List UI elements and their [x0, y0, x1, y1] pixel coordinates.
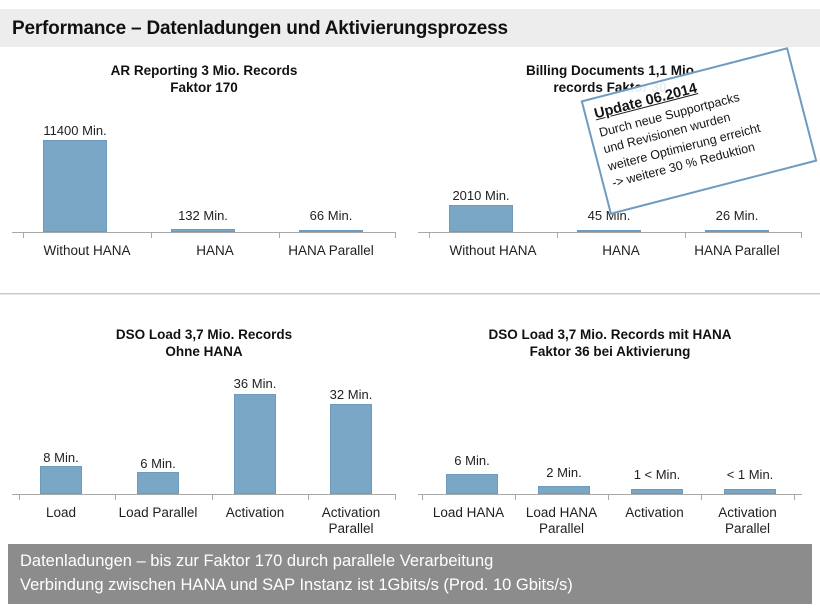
category-label-load: Load [17, 505, 105, 521]
axis-tick [422, 494, 423, 500]
bar-hana-parallel[interactable] [299, 230, 363, 232]
category-label-line: Activation [225, 505, 285, 520]
category-label-load-hana-parallel: Load HANA Parallel [515, 505, 608, 537]
axis-tick [701, 494, 702, 500]
category-label-load-hana: Load HANA [422, 505, 515, 521]
chart-dso-load-ohne-hana: DSO Load 3,7 Mio. Records Ohne HANA 8 Mi… [12, 322, 396, 537]
category-label-activation: Activation [608, 505, 701, 521]
bar-value-activation-parallel: 32 Min. [329, 387, 373, 402]
category-label-activation-parallel: Activation Parallel [701, 505, 794, 537]
category-label-activation: Activation [211, 505, 299, 521]
bar-value-load: 8 Min. [43, 450, 79, 465]
plot-area: 8 Min. 6 Min. 36 Min. 32 Min. [12, 366, 396, 494]
header-band [0, 9, 820, 47]
category-label-without-hana: Without HANA [449, 243, 537, 258]
bar-hana[interactable] [577, 230, 641, 232]
category-label-hana: HANA [196, 243, 234, 258]
category-label-hana-parallel: HANA Parallel [288, 243, 374, 258]
chart-title: DSO Load 3,7 Mio. Records Ohne HANA [12, 326, 396, 360]
axis-tick [308, 494, 309, 500]
footer-text-line-2: Verbindung zwischen HANA und SAP Instanz… [20, 576, 573, 594]
chart-ar-reporting: AR Reporting 3 Mio. Records Faktor 170 1… [12, 58, 396, 273]
bar-value-activation: 1 < Min. [633, 467, 681, 482]
axis-tick [557, 232, 558, 238]
chart-dso-load-mit-hana: DSO Load 3,7 Mio. Records mit HANA Fakto… [418, 322, 802, 537]
bar-value-load-hana-parallel: 2 Min. [546, 465, 582, 480]
bar-hana[interactable] [171, 229, 235, 232]
chart-title-line-2: Faktor 36 bei Aktivierung [529, 344, 691, 359]
axis-tick [801, 232, 802, 238]
bar-without-hana[interactable] [43, 140, 107, 232]
chart-title-line-1: DSO Load 3,7 Mio. Records mit HANA [488, 327, 732, 342]
plot-area: 2010 Min. 45 Min. 26 Min. [418, 110, 802, 232]
bar-hana-parallel[interactable] [705, 230, 769, 232]
chart-title-line-2: Ohne HANA [165, 344, 243, 359]
bar-value-without-hana: 2010 Min. [452, 188, 510, 203]
footer-text-line-1: Datenladungen – bis zur Faktor 170 durch… [20, 552, 494, 570]
category-label-line: Activation [625, 505, 684, 520]
bar-load-parallel[interactable] [137, 472, 179, 494]
bar-value-hana-parallel: 66 Min. [309, 208, 353, 223]
chart-title: DSO Load 3,7 Mio. Records mit HANA Fakto… [418, 326, 802, 360]
chart-title-line-1: Billing Documents 1,1 Mio [525, 63, 695, 78]
axis-tick [794, 494, 795, 500]
chart-title-line-1: AR Reporting 3 Mio. Records [110, 63, 298, 78]
axis-tick [23, 232, 24, 238]
category-label-line: Activation [718, 505, 777, 520]
axis-tick [395, 494, 396, 500]
bar-load-hana[interactable] [446, 474, 498, 494]
bar-activation-parallel[interactable] [724, 489, 776, 494]
category-label-without-hana: Without HANA [43, 243, 131, 258]
chart-title-line-1: DSO Load 3,7 Mio. Records [115, 327, 293, 342]
chart-billing-documents: Billing Documents 1,1 Mio records Faktor… [418, 58, 802, 273]
category-label-line: Parallel [724, 521, 771, 536]
x-axis [12, 494, 396, 495]
x-axis [418, 494, 802, 495]
bar-value-activation: 36 Min. [233, 376, 277, 391]
footer-banner: Datenladungen – bis zur Faktor 170 durch… [8, 544, 812, 604]
bar-load[interactable] [40, 466, 82, 494]
plot-area: 6 Min. 2 Min. 1 < Min. < 1 Min. [418, 366, 802, 494]
axis-tick [429, 232, 430, 238]
plot-area: 11400 Min. 132 Min. 66 Min. [12, 110, 396, 232]
axis-tick [151, 232, 152, 238]
chart-title-line-2: Faktor 170 [170, 80, 238, 95]
category-label-hana: HANA [602, 243, 640, 258]
category-label-line: Load HANA [525, 505, 598, 520]
page-title: Performance – Datenladungen und Aktivier… [12, 18, 508, 39]
category-label-line: Parallel [328, 521, 374, 536]
bar-without-hana[interactable] [449, 205, 513, 232]
axis-tick [212, 494, 213, 500]
axis-tick [608, 494, 609, 500]
axis-tick [115, 494, 116, 500]
bar-value-activation-parallel: < 1 Min. [726, 467, 774, 482]
axis-tick [515, 494, 516, 500]
bar-load-hana-parallel[interactable] [538, 486, 590, 494]
axis-tick [279, 232, 280, 238]
bar-value-without-hana: 11400 Min. [43, 123, 107, 138]
axis-tick [19, 494, 20, 500]
bar-value-load-hana: 6 Min. [454, 453, 490, 468]
axis-tick [395, 232, 396, 238]
category-label-line: Load Parallel [118, 505, 198, 520]
bar-activation-parallel[interactable] [330, 404, 372, 494]
section-divider [0, 293, 820, 294]
category-label-line: Parallel [538, 521, 585, 536]
axis-tick [685, 232, 686, 238]
category-label-activation-parallel: Activation Parallel [307, 505, 395, 537]
bar-activation[interactable] [234, 394, 276, 494]
bar-activation[interactable] [631, 489, 683, 494]
x-axis [418, 232, 802, 233]
category-label-line: Load [45, 505, 77, 520]
x-axis [12, 232, 396, 233]
chart-title: AR Reporting 3 Mio. Records Faktor 170 [12, 62, 396, 96]
bar-value-hana-parallel: 26 Min. [715, 208, 759, 223]
category-label-line: Activation [321, 505, 381, 520]
category-label-hana-parallel: HANA Parallel [694, 243, 780, 258]
category-label-line: Load HANA [432, 505, 505, 520]
bar-value-load-parallel: 6 Min. [140, 456, 176, 471]
bar-value-hana: 132 Min. [178, 208, 228, 223]
category-label-load-parallel: Load Parallel [114, 505, 202, 521]
